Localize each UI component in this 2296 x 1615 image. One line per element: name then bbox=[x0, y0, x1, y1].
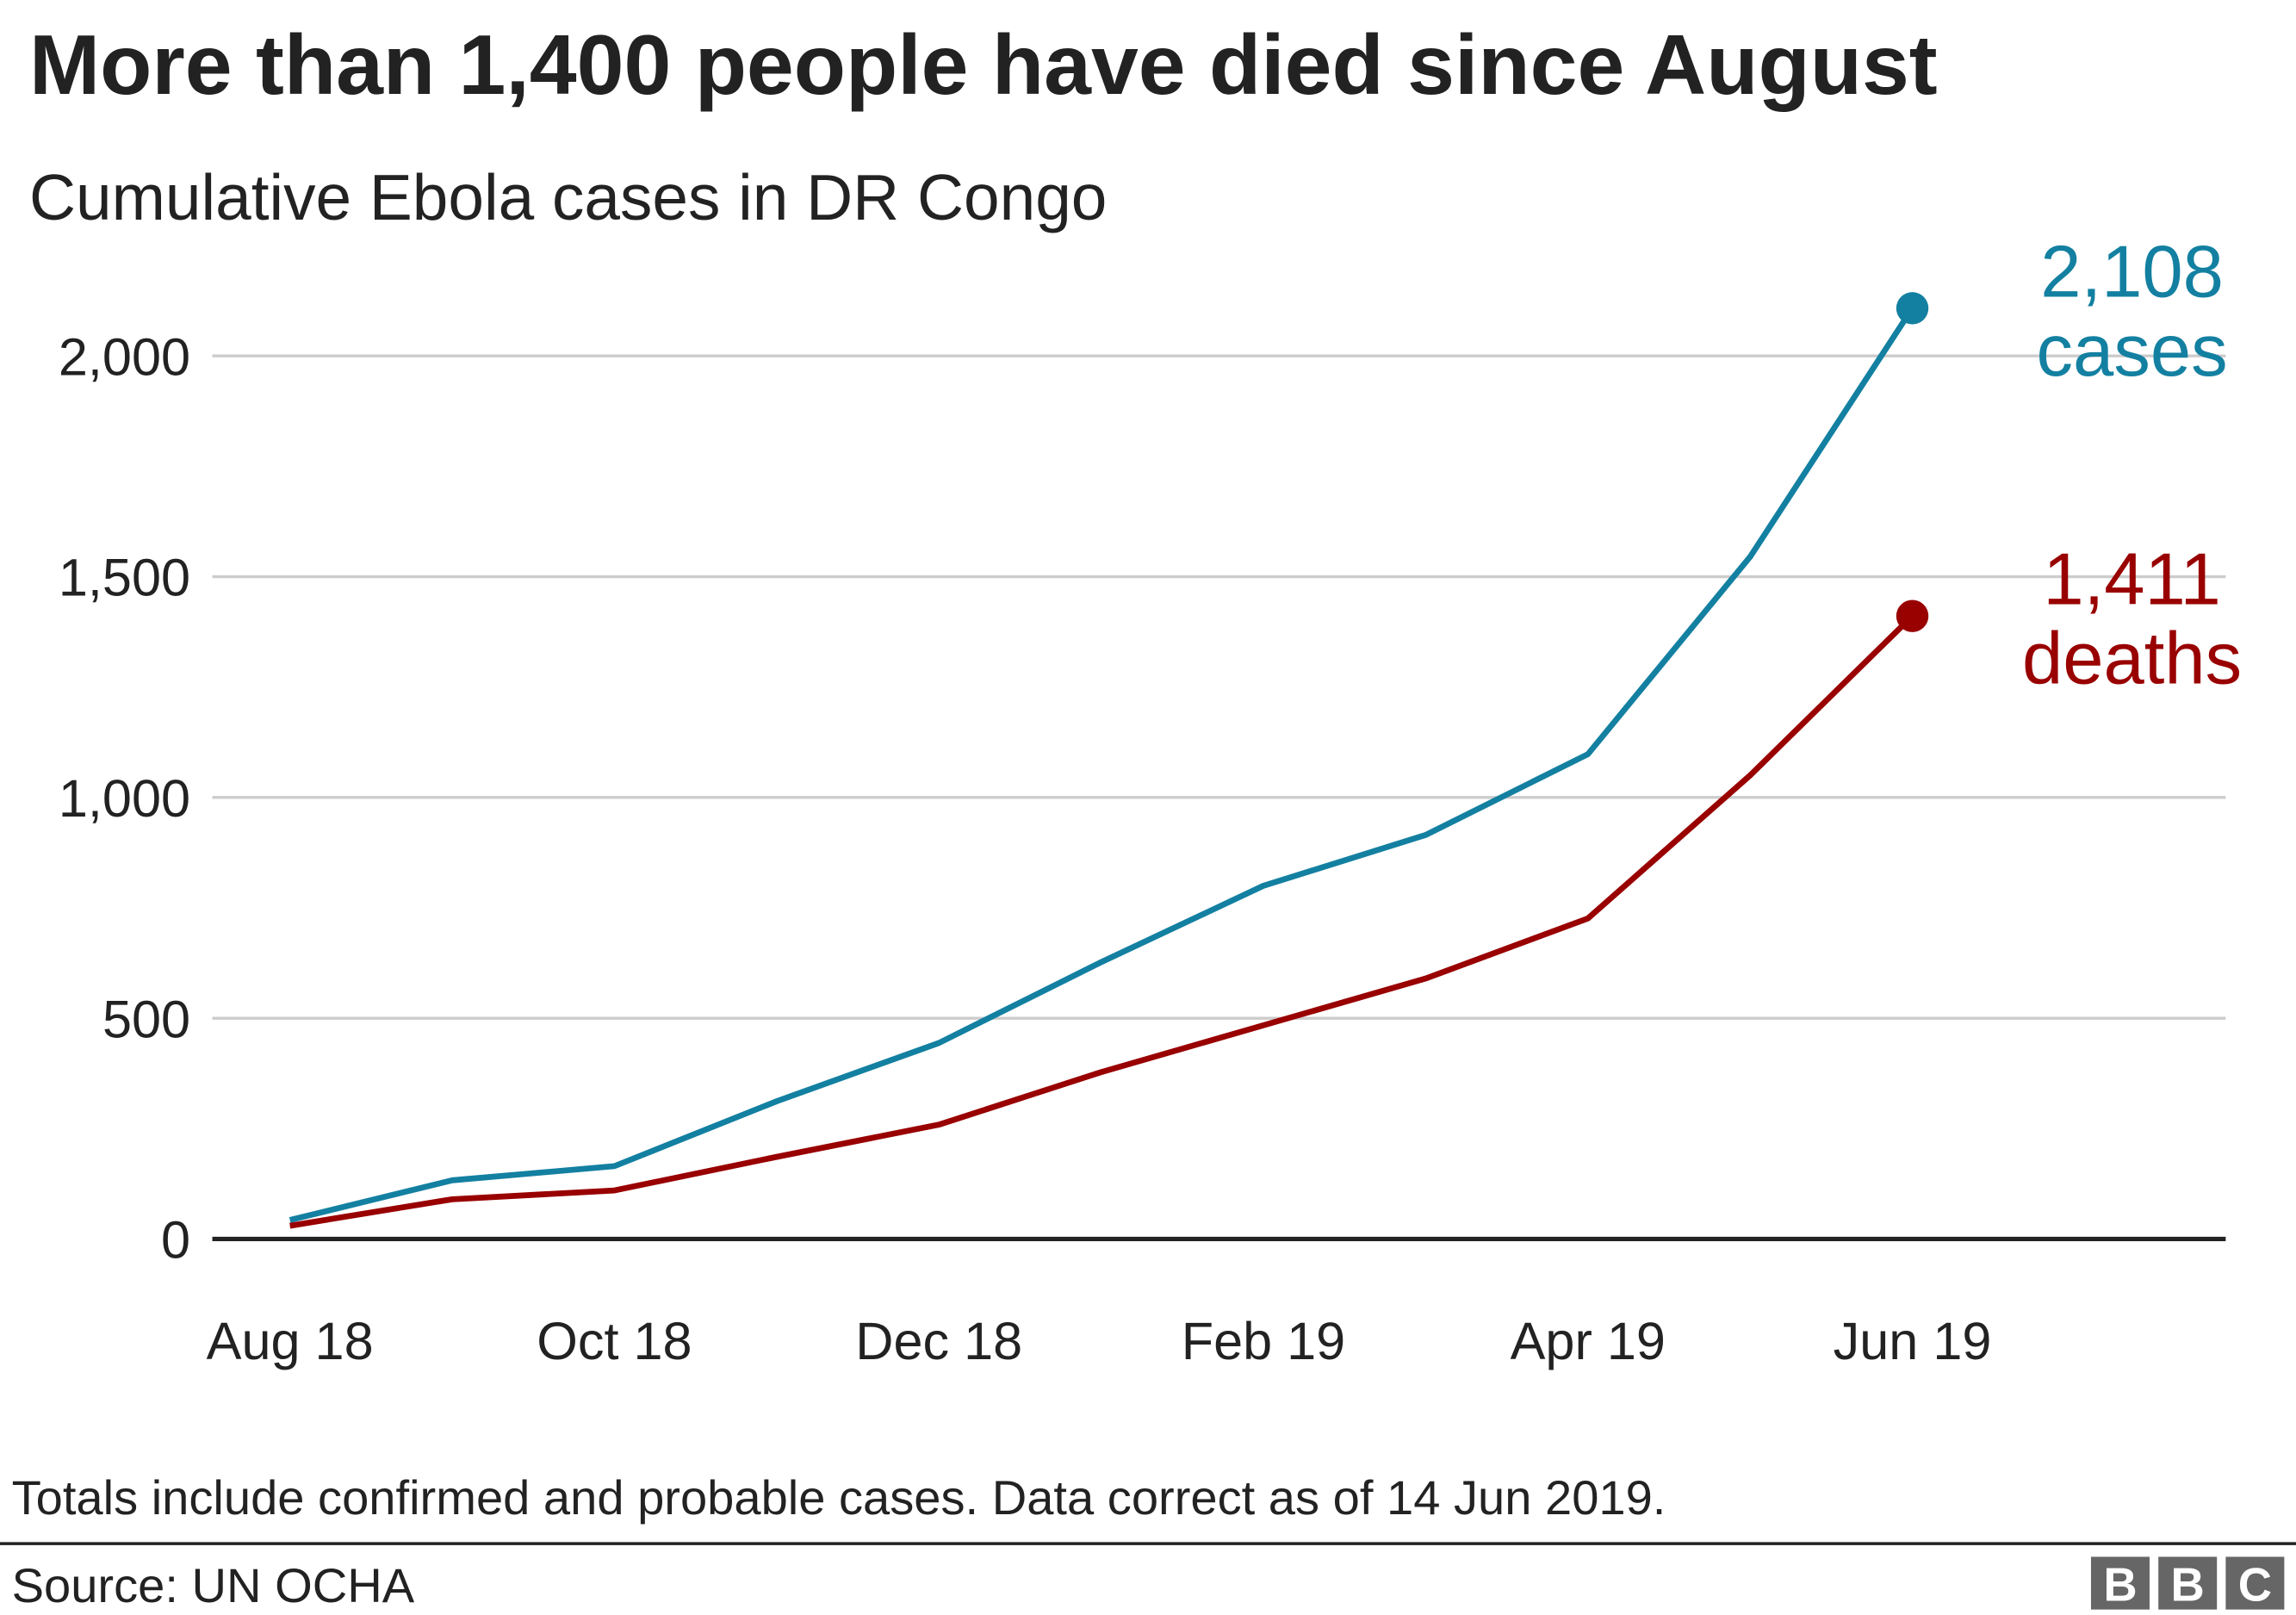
x-tick-label: Feb 19 bbox=[1182, 1312, 1346, 1370]
y-tick-label: 1,000 bbox=[59, 769, 190, 828]
x-tick-label: Dec 18 bbox=[855, 1312, 1022, 1370]
logo-letter: B bbox=[2103, 1558, 2137, 1611]
y-tick-label: 0 bbox=[161, 1211, 190, 1270]
note: Totals include confirmed and probable ca… bbox=[12, 1470, 1666, 1525]
legend-label: deaths bbox=[2022, 618, 2242, 699]
y-tick-label: 2,000 bbox=[59, 327, 190, 386]
logo-letter: B bbox=[2171, 1558, 2205, 1611]
logo-box bbox=[2158, 1556, 2218, 1610]
x-tick-label: Apr 19 bbox=[1511, 1312, 1666, 1370]
x-tick-label: Aug 18 bbox=[207, 1312, 374, 1370]
chart-subtitle: Cumulative Ebola cases in DR Congo bbox=[29, 161, 1107, 233]
series-line bbox=[289, 613, 1914, 1229]
y-tick-label: 500 bbox=[102, 990, 190, 1048]
logo-letter: C bbox=[2238, 1558, 2272, 1611]
end-point bbox=[1896, 292, 1929, 325]
logo-box bbox=[2090, 1556, 2150, 1610]
end-point bbox=[1896, 599, 1929, 632]
chart-title: More than 1,400 people have died since A… bbox=[29, 17, 1938, 112]
end-value-label: 2,108 bbox=[2040, 231, 2224, 313]
legend-label: cases bbox=[2037, 310, 2228, 392]
logo-box bbox=[2225, 1556, 2285, 1610]
x-tick-label: Jun 19 bbox=[1834, 1312, 1992, 1370]
source: Source: UN OCHA bbox=[12, 1558, 415, 1612]
y-tick-label: 1,500 bbox=[59, 549, 190, 607]
x-tick-label: Oct 18 bbox=[537, 1312, 692, 1370]
series-line bbox=[289, 307, 1915, 1223]
end-value-label: 1,411 bbox=[2043, 539, 2220, 621]
